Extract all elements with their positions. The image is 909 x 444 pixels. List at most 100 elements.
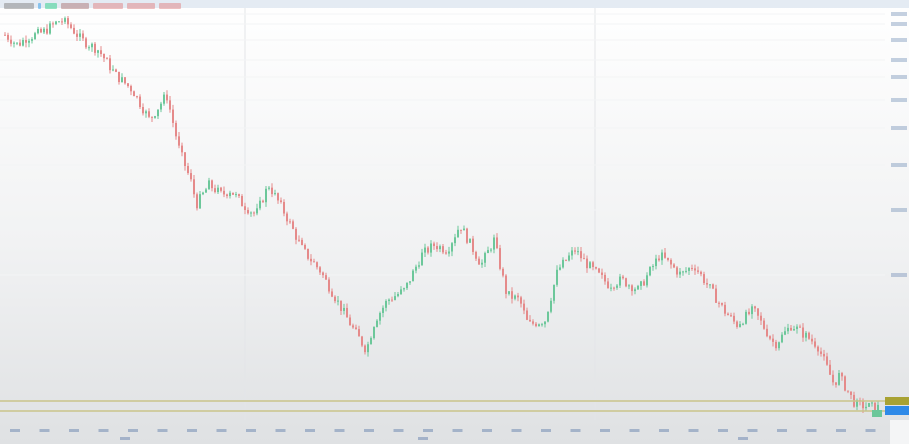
candle-body — [787, 327, 789, 332]
candle-body — [262, 200, 264, 203]
candle-body — [568, 255, 570, 261]
candle-body — [247, 209, 249, 214]
candle-body — [592, 262, 594, 268]
candle-body — [193, 179, 195, 195]
candle-body — [847, 390, 849, 392]
candle-body — [115, 69, 117, 72]
candle-body — [670, 259, 672, 265]
y-tick-label — [891, 98, 907, 102]
candle-body — [199, 194, 201, 209]
y-tick-label — [891, 126, 907, 130]
candle-body — [184, 152, 186, 167]
candle-body — [403, 288, 405, 290]
candle-body — [556, 269, 558, 285]
candle-body — [658, 258, 660, 261]
candle-body — [841, 373, 843, 377]
candle-body — [385, 300, 387, 308]
candle-body — [868, 402, 870, 407]
candle-body — [811, 338, 813, 342]
x-tick-label — [246, 429, 256, 432]
candle-body — [736, 321, 738, 327]
x-tick-label — [10, 429, 20, 432]
candle-body — [598, 268, 600, 273]
candle-body — [304, 244, 306, 249]
candle-body — [91, 43, 93, 48]
candle-body — [343, 307, 345, 311]
candle-body — [766, 328, 768, 337]
candle-body — [163, 94, 165, 104]
candle-body — [226, 194, 228, 197]
candle-body — [7, 34, 9, 40]
candle-body — [133, 91, 135, 97]
candle-body — [232, 192, 234, 195]
candle-body — [280, 200, 282, 202]
x-tick-label — [777, 429, 787, 432]
candle-body — [508, 291, 510, 294]
candle-body — [778, 342, 780, 349]
candle-body — [223, 190, 225, 195]
candle-body — [754, 306, 756, 309]
candle-body — [730, 315, 732, 317]
candle-body — [676, 267, 678, 275]
candle-body — [727, 313, 729, 316]
candle-body — [838, 373, 840, 385]
candle-body — [169, 100, 171, 110]
candle-body — [211, 180, 213, 189]
candle-body — [31, 39, 33, 41]
candle-body — [487, 250, 489, 254]
candle-body — [577, 251, 579, 253]
candle-body — [697, 270, 699, 272]
x-tick-label — [128, 429, 138, 432]
legend-item — [4, 3, 34, 9]
candle-body — [265, 188, 267, 203]
x-tick-label — [275, 429, 286, 432]
candle-body — [445, 252, 447, 254]
current-candle-marker — [872, 410, 882, 417]
candle-body — [718, 302, 720, 304]
candle-body — [241, 195, 243, 207]
candle-body — [217, 187, 219, 193]
candle-body — [379, 312, 381, 321]
candle-body — [358, 329, 360, 337]
candle-body — [349, 317, 351, 326]
candle-body — [559, 267, 561, 270]
legend-item — [61, 3, 89, 9]
candle-body — [73, 27, 75, 34]
candle-body — [109, 58, 111, 71]
candle-body — [409, 281, 411, 283]
candle-body — [790, 327, 792, 331]
candle-body — [442, 246, 444, 253]
candle-body — [751, 306, 753, 315]
candle-body — [817, 346, 819, 352]
x-tick-label — [393, 429, 404, 432]
candle-body — [412, 270, 414, 282]
candle-body — [148, 111, 150, 117]
candle-body — [505, 275, 507, 294]
candle-body — [703, 274, 705, 284]
candle-body — [664, 252, 666, 258]
candle-body — [25, 40, 27, 43]
candle-body — [685, 270, 687, 272]
candle-body — [322, 272, 324, 276]
candle-body — [739, 324, 741, 327]
candle-body — [346, 307, 348, 318]
candle-body — [121, 77, 123, 83]
candle-body — [208, 180, 210, 190]
candle-body — [319, 267, 321, 273]
candle-body — [781, 334, 783, 343]
candle-body — [85, 38, 87, 48]
candle-body — [370, 338, 372, 345]
candle-body — [793, 329, 795, 331]
candle-body — [22, 40, 24, 46]
candle-body — [499, 248, 501, 269]
candle-body — [145, 111, 147, 114]
y-tick-label — [891, 163, 907, 167]
candle-body — [175, 122, 177, 137]
candle-body — [526, 310, 528, 320]
candle-body — [268, 187, 270, 189]
x-tick-label — [98, 429, 109, 432]
candle-body — [784, 331, 786, 335]
x-tick-label — [688, 429, 699, 432]
candle-body — [70, 24, 72, 28]
